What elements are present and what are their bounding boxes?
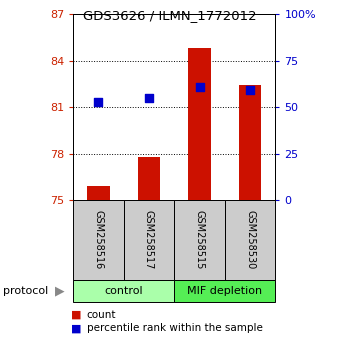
Point: [197, 84, 202, 90]
Text: ■: ■: [71, 323, 82, 333]
Bar: [138, 157, 160, 200]
Text: GSM258515: GSM258515: [194, 210, 205, 269]
Text: GSM258517: GSM258517: [144, 210, 154, 269]
Bar: [188, 48, 211, 200]
Text: percentile rank within the sample: percentile rank within the sample: [87, 323, 262, 333]
Text: count: count: [87, 310, 116, 320]
Bar: [239, 85, 261, 200]
Text: GSM258516: GSM258516: [94, 210, 103, 269]
Point: [146, 95, 152, 101]
Text: control: control: [104, 286, 143, 296]
Text: protocol: protocol: [3, 286, 49, 296]
Point: [248, 87, 253, 93]
Text: MIF depletion: MIF depletion: [187, 286, 262, 296]
Text: GSM258530: GSM258530: [245, 210, 255, 269]
Text: ▶: ▶: [55, 284, 64, 297]
Text: GDS3626 / ILMN_1772012: GDS3626 / ILMN_1772012: [83, 9, 257, 22]
Point: [96, 99, 101, 105]
Text: ■: ■: [71, 310, 82, 320]
Bar: [87, 186, 110, 200]
